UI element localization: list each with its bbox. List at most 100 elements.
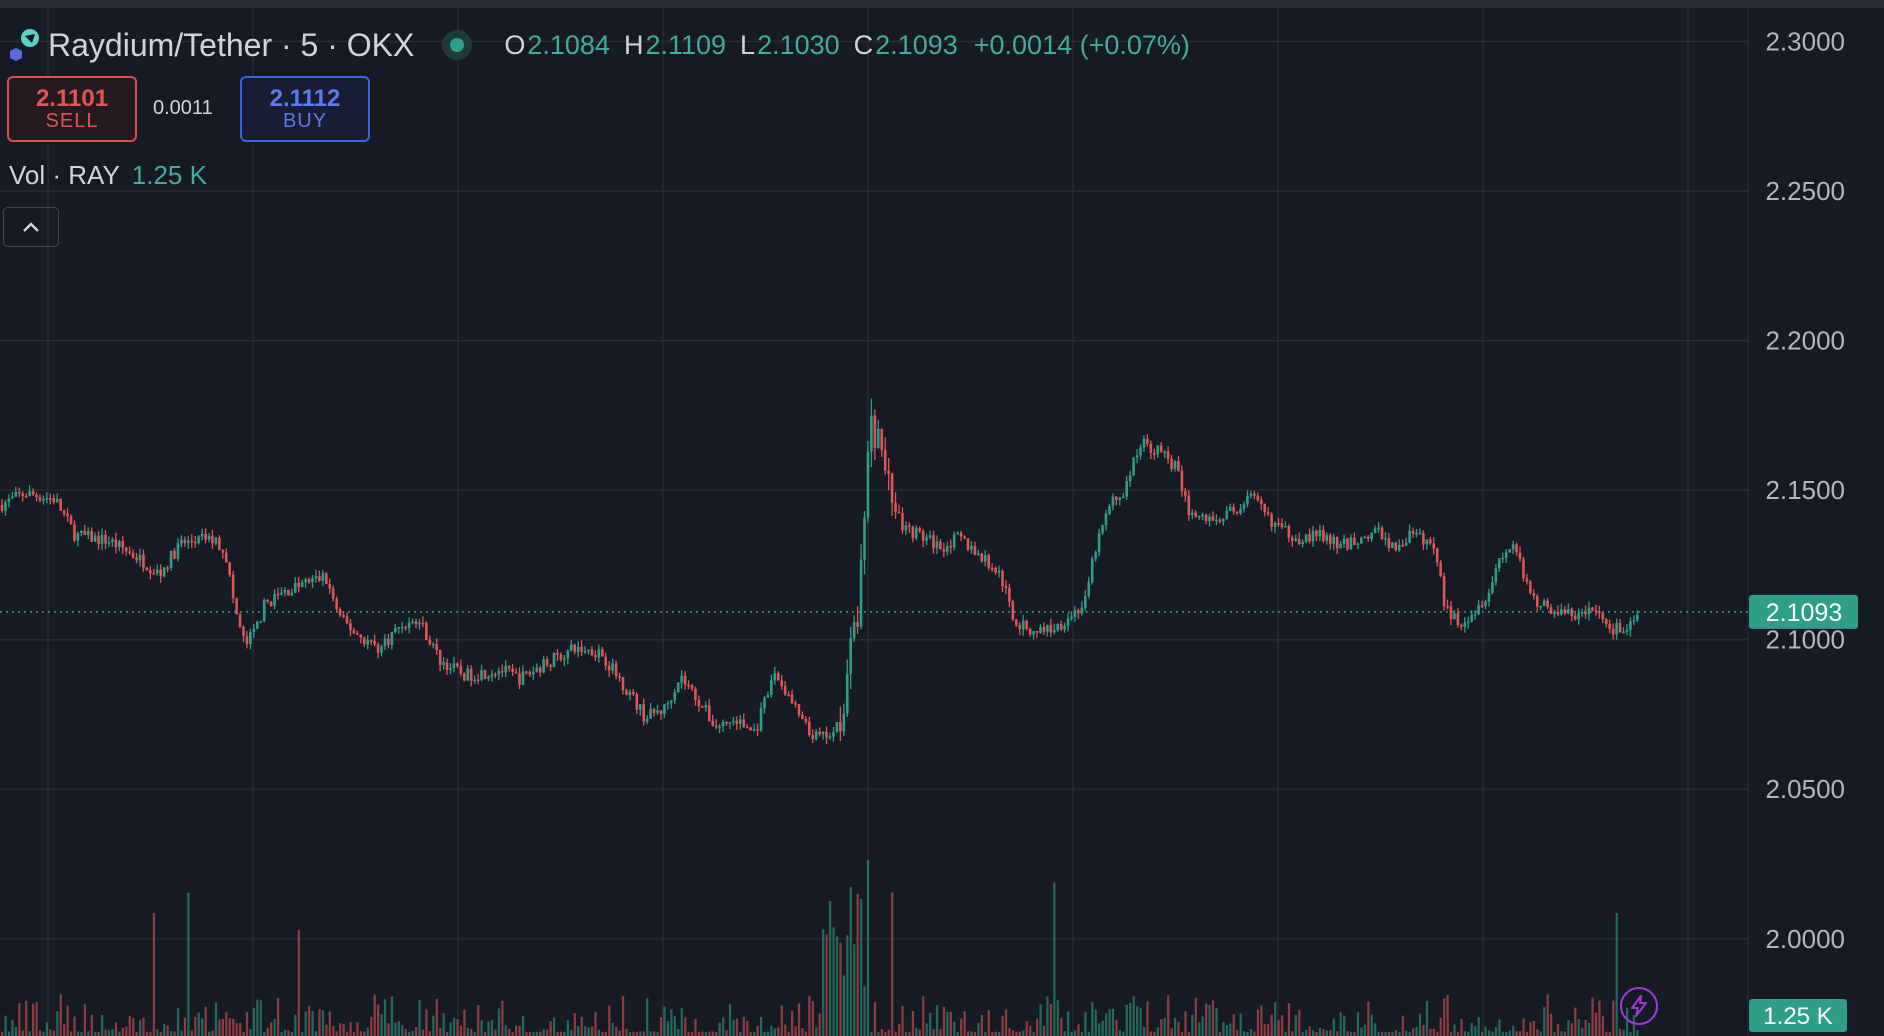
candle-body <box>1073 610 1077 617</box>
volume-bar <box>380 1014 383 1036</box>
volume-bar <box>1208 1004 1211 1036</box>
collapse-legend-button[interactable] <box>3 207 59 247</box>
candle-body <box>1487 593 1491 602</box>
volume-bar <box>1149 1031 1153 1036</box>
candle-body <box>1453 613 1456 620</box>
volume-bar <box>622 996 625 1036</box>
volume-bar <box>1187 1031 1190 1036</box>
symbol-title[interactable]: Raydium/Tether · 5 · OKX <box>48 26 415 63</box>
candle-body <box>1380 527 1384 540</box>
volume-bar <box>666 1021 670 1036</box>
volume-bar <box>1315 1031 1318 1036</box>
candle-body <box>1373 528 1377 533</box>
volume-bar <box>601 1031 604 1036</box>
volume-bar <box>1581 1028 1584 1036</box>
volume-bar <box>1336 1031 1339 1036</box>
volume-bar <box>563 1031 566 1036</box>
candle-body <box>859 559 863 627</box>
volume-bar <box>1308 1026 1311 1036</box>
volume-bar <box>1284 1031 1287 1036</box>
volume-bar <box>418 999 421 1036</box>
y-tick-label: 2.2000 <box>1765 326 1845 356</box>
candle-body <box>918 528 921 531</box>
candle-body <box>939 541 942 550</box>
candle-body <box>1104 513 1108 526</box>
volume-bar <box>1384 1031 1387 1036</box>
sell-button[interactable]: 2.1101 SELL <box>7 76 137 142</box>
volume-bar <box>1370 1014 1373 1036</box>
candle-body <box>1291 537 1294 541</box>
volume-bar <box>1136 1006 1139 1036</box>
volume-bar <box>542 1029 545 1036</box>
candle-body <box>1529 581 1532 594</box>
volume-bar <box>359 1031 362 1036</box>
volume-bar <box>1222 1021 1225 1036</box>
volume-bar <box>176 1008 180 1036</box>
volume-bar <box>1432 1028 1435 1036</box>
candle-body <box>466 668 470 681</box>
volume-bar <box>711 1031 714 1036</box>
candle-body <box>45 498 49 500</box>
candle-body <box>380 646 383 653</box>
candle-body <box>266 599 269 602</box>
volume-bar <box>1632 1015 1636 1036</box>
volume-bar <box>597 1029 601 1036</box>
volume-bar <box>439 1027 442 1036</box>
volume-bar <box>1543 1007 1546 1036</box>
candle-body <box>625 690 628 696</box>
volume-bar <box>584 1026 587 1036</box>
candle-body <box>1377 527 1380 530</box>
candle-body <box>1556 612 1560 615</box>
low-key: L <box>740 29 756 60</box>
candle-body <box>80 530 83 534</box>
candle-body <box>1222 518 1225 522</box>
candle-body <box>1611 628 1615 635</box>
candle-body <box>718 726 721 728</box>
candle-body <box>1508 549 1511 553</box>
volume-bar <box>1377 1031 1380 1036</box>
volume-bar <box>480 1020 483 1036</box>
volume-bar <box>818 1013 821 1036</box>
volume-bar <box>470 1028 473 1036</box>
candle-body <box>1139 447 1142 456</box>
candle-body <box>193 541 197 544</box>
candle-body <box>883 449 887 471</box>
candle-body <box>1522 558 1525 579</box>
candle-body <box>821 731 825 735</box>
volume-bar <box>1394 1030 1397 1036</box>
volume-bar <box>1174 1018 1177 1036</box>
volume-bar <box>866 860 870 1036</box>
candle-body <box>252 628 256 633</box>
volume-bar <box>159 1031 162 1036</box>
volume-bar <box>401 1024 404 1036</box>
y-tick-label: 2.3000 <box>1765 26 1845 56</box>
candle-body <box>1153 452 1156 455</box>
lightning-button[interactable] <box>1620 987 1658 1025</box>
candle-body <box>1325 534 1329 542</box>
buy-button[interactable]: 2.1112 BUY <box>240 76 370 142</box>
volume-last-label: 1.25 K <box>1763 1003 1832 1030</box>
candle-body <box>1163 451 1166 453</box>
candle-body <box>235 598 238 615</box>
volume-bar <box>797 1003 801 1036</box>
market-open-dot-icon[interactable] <box>442 30 473 60</box>
volume-bar <box>294 1014 297 1036</box>
volume-bar <box>891 892 894 1036</box>
candle-body <box>249 632 252 644</box>
volume-bar <box>52 1030 55 1036</box>
candle-body <box>62 510 66 514</box>
volume-bar <box>853 944 856 1036</box>
volume-legend[interactable]: Vol · RAY 1.25 K <box>9 160 207 191</box>
volume-bar <box>135 1031 138 1036</box>
volume-bar <box>1073 1030 1077 1036</box>
volume-bar <box>1608 1031 1611 1036</box>
candle-body <box>994 568 997 573</box>
candle-body <box>566 650 570 659</box>
candle-body <box>97 535 100 544</box>
candle-body <box>583 651 587 653</box>
candle-body <box>1346 538 1349 550</box>
candle-body <box>407 622 411 628</box>
volume-bar <box>1267 1023 1270 1036</box>
candle-body <box>1563 609 1567 614</box>
